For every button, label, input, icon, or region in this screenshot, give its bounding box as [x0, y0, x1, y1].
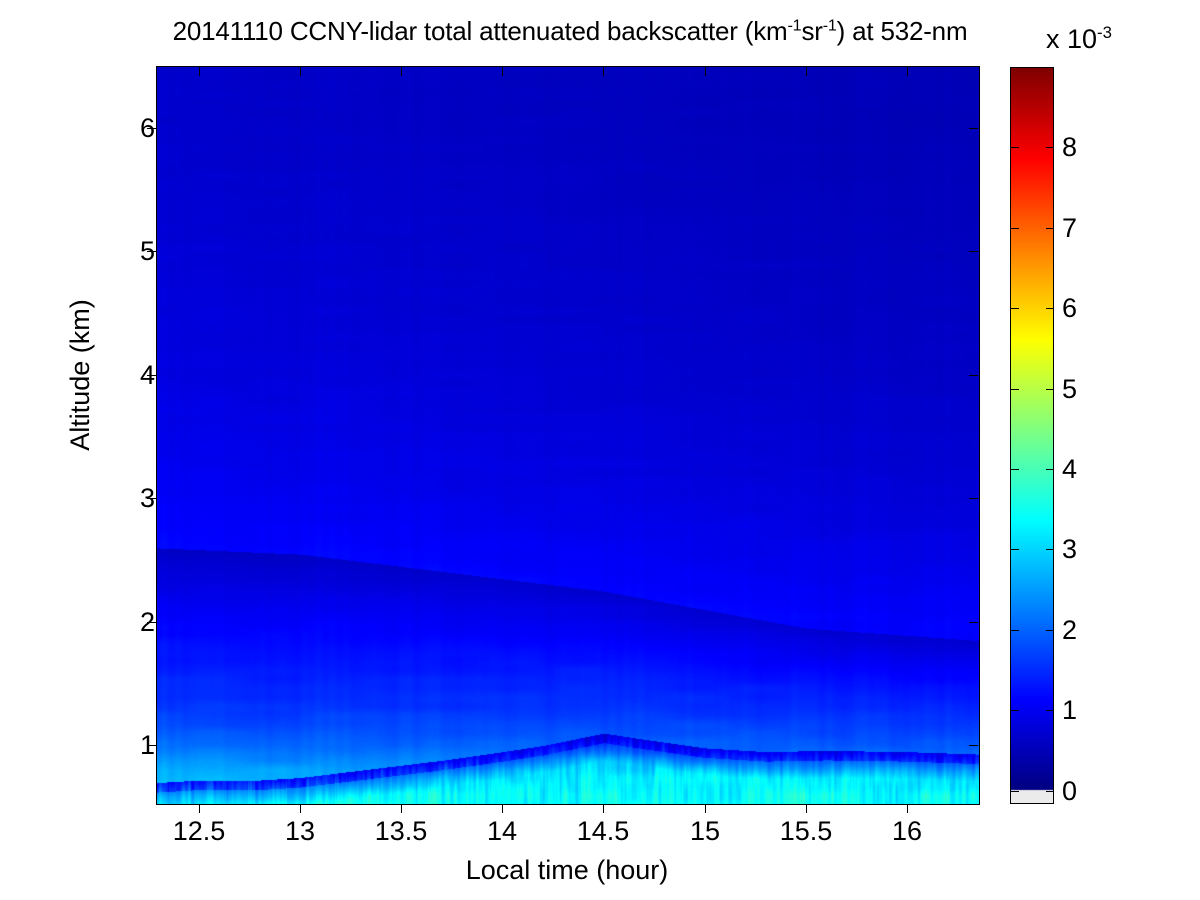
x-axis-tick — [300, 804, 301, 813]
x-axis-tick-top — [806, 67, 807, 76]
title-superscript-sr: -1 — [822, 16, 837, 35]
x-axis-tick-label: 13 — [284, 816, 316, 846]
y-axis-tick — [147, 251, 156, 252]
colorbar-tick — [1046, 308, 1054, 309]
y-axis-tick — [147, 745, 156, 746]
x-axis-tick — [401, 804, 402, 813]
colorbar-tick — [1046, 228, 1054, 229]
colorbar-tick — [1046, 147, 1054, 148]
colorbar-tick — [1046, 710, 1054, 711]
title-text-main: 20141110 CCNY-lidar total attenuated bac… — [172, 16, 788, 46]
colorbar-exponent-prefix: x 10 — [1046, 24, 1098, 54]
colorbar-tick-label: 4 — [1062, 454, 1078, 484]
x-axis-tick-label: 13.5 — [374, 816, 428, 846]
colorbar-gradient — [1011, 68, 1053, 803]
x-axis-tick-top — [705, 67, 706, 76]
x-axis-tick-label: 16 — [891, 816, 923, 846]
colorbar-tick-label: 5 — [1062, 374, 1078, 404]
x-axis-label: Local time (hour) — [465, 855, 669, 885]
colorbar-tick — [1046, 630, 1054, 631]
colorbar-tick-label: 1 — [1062, 695, 1078, 725]
y-axis-tick-right — [969, 745, 978, 746]
colorbar-tick-label: 8 — [1062, 132, 1078, 162]
y-axis-tick-right — [969, 498, 978, 499]
x-axis-tick-label: 14.5 — [576, 816, 630, 846]
backscatter-heatmap — [157, 67, 979, 804]
y-axis-tick-right — [969, 128, 978, 129]
colorbar-tick-label: 2 — [1062, 615, 1078, 645]
colorbar-exponent-superscript: -3 — [1097, 23, 1112, 42]
title-superscript-km: -1 — [787, 16, 802, 35]
x-axis-tick-top — [199, 67, 200, 76]
x-axis-tick-label: 14 — [486, 816, 518, 846]
colorbar-tick — [1011, 710, 1019, 711]
colorbar-tick-label: 6 — [1062, 293, 1078, 323]
y-axis-tick — [147, 498, 156, 499]
y-axis-tick-right — [969, 375, 978, 376]
x-axis-tick — [502, 804, 503, 813]
y-axis-tick-right — [969, 251, 978, 252]
colorbar-tick — [1011, 147, 1019, 148]
title-text-end: ) at 532-nm — [836, 16, 968, 46]
colorbar-tick-label: 3 — [1062, 534, 1078, 564]
colorbar-tick — [1011, 308, 1019, 309]
y-axis-tick — [147, 128, 156, 129]
x-axis-tick — [907, 804, 908, 813]
y-axis-label: Altitude (km) — [65, 299, 95, 451]
colorbar-tick — [1011, 228, 1019, 229]
colorbar-tick — [1011, 469, 1019, 470]
colorbar-tick-label: 7 — [1062, 213, 1078, 243]
colorbar-tick — [1046, 389, 1054, 390]
x-axis-tick-label: 15 — [689, 816, 721, 846]
x-axis-tick-top — [502, 67, 503, 76]
colorbar-exponent-label: x 10-3 — [1046, 24, 1112, 54]
y-axis-tick — [147, 375, 156, 376]
colorbar-tick — [1046, 469, 1054, 470]
x-axis-tick — [603, 804, 604, 813]
x-axis-tick-label: 12.5 — [172, 816, 226, 846]
title-text-mid: sr — [801, 16, 823, 46]
colorbar-tick — [1046, 549, 1054, 550]
x-axis-tick-top — [603, 67, 604, 76]
y-axis-tick-right — [969, 622, 978, 623]
figure-title: 20141110 CCNY-lidar total attenuated bac… — [0, 16, 1140, 46]
x-axis-tick — [705, 804, 706, 813]
colorbar-tick — [1011, 549, 1019, 550]
x-axis-tick-top — [907, 67, 908, 76]
colorbar-tick — [1011, 389, 1019, 390]
plot-axes — [156, 66, 980, 805]
x-axis-tick — [806, 804, 807, 813]
x-axis-tick-top — [300, 67, 301, 76]
colorbar-tick — [1011, 791, 1019, 792]
y-axis-tick — [147, 622, 156, 623]
colorbar-tick-label: 0 — [1062, 776, 1078, 806]
colorbar-tick — [1011, 630, 1019, 631]
x-axis-tick — [199, 804, 200, 813]
x-axis-tick-label: 15.5 — [779, 816, 833, 846]
x-axis-tick-top — [401, 67, 402, 76]
colorbar-tick — [1046, 791, 1054, 792]
colorbar — [1010, 67, 1054, 804]
